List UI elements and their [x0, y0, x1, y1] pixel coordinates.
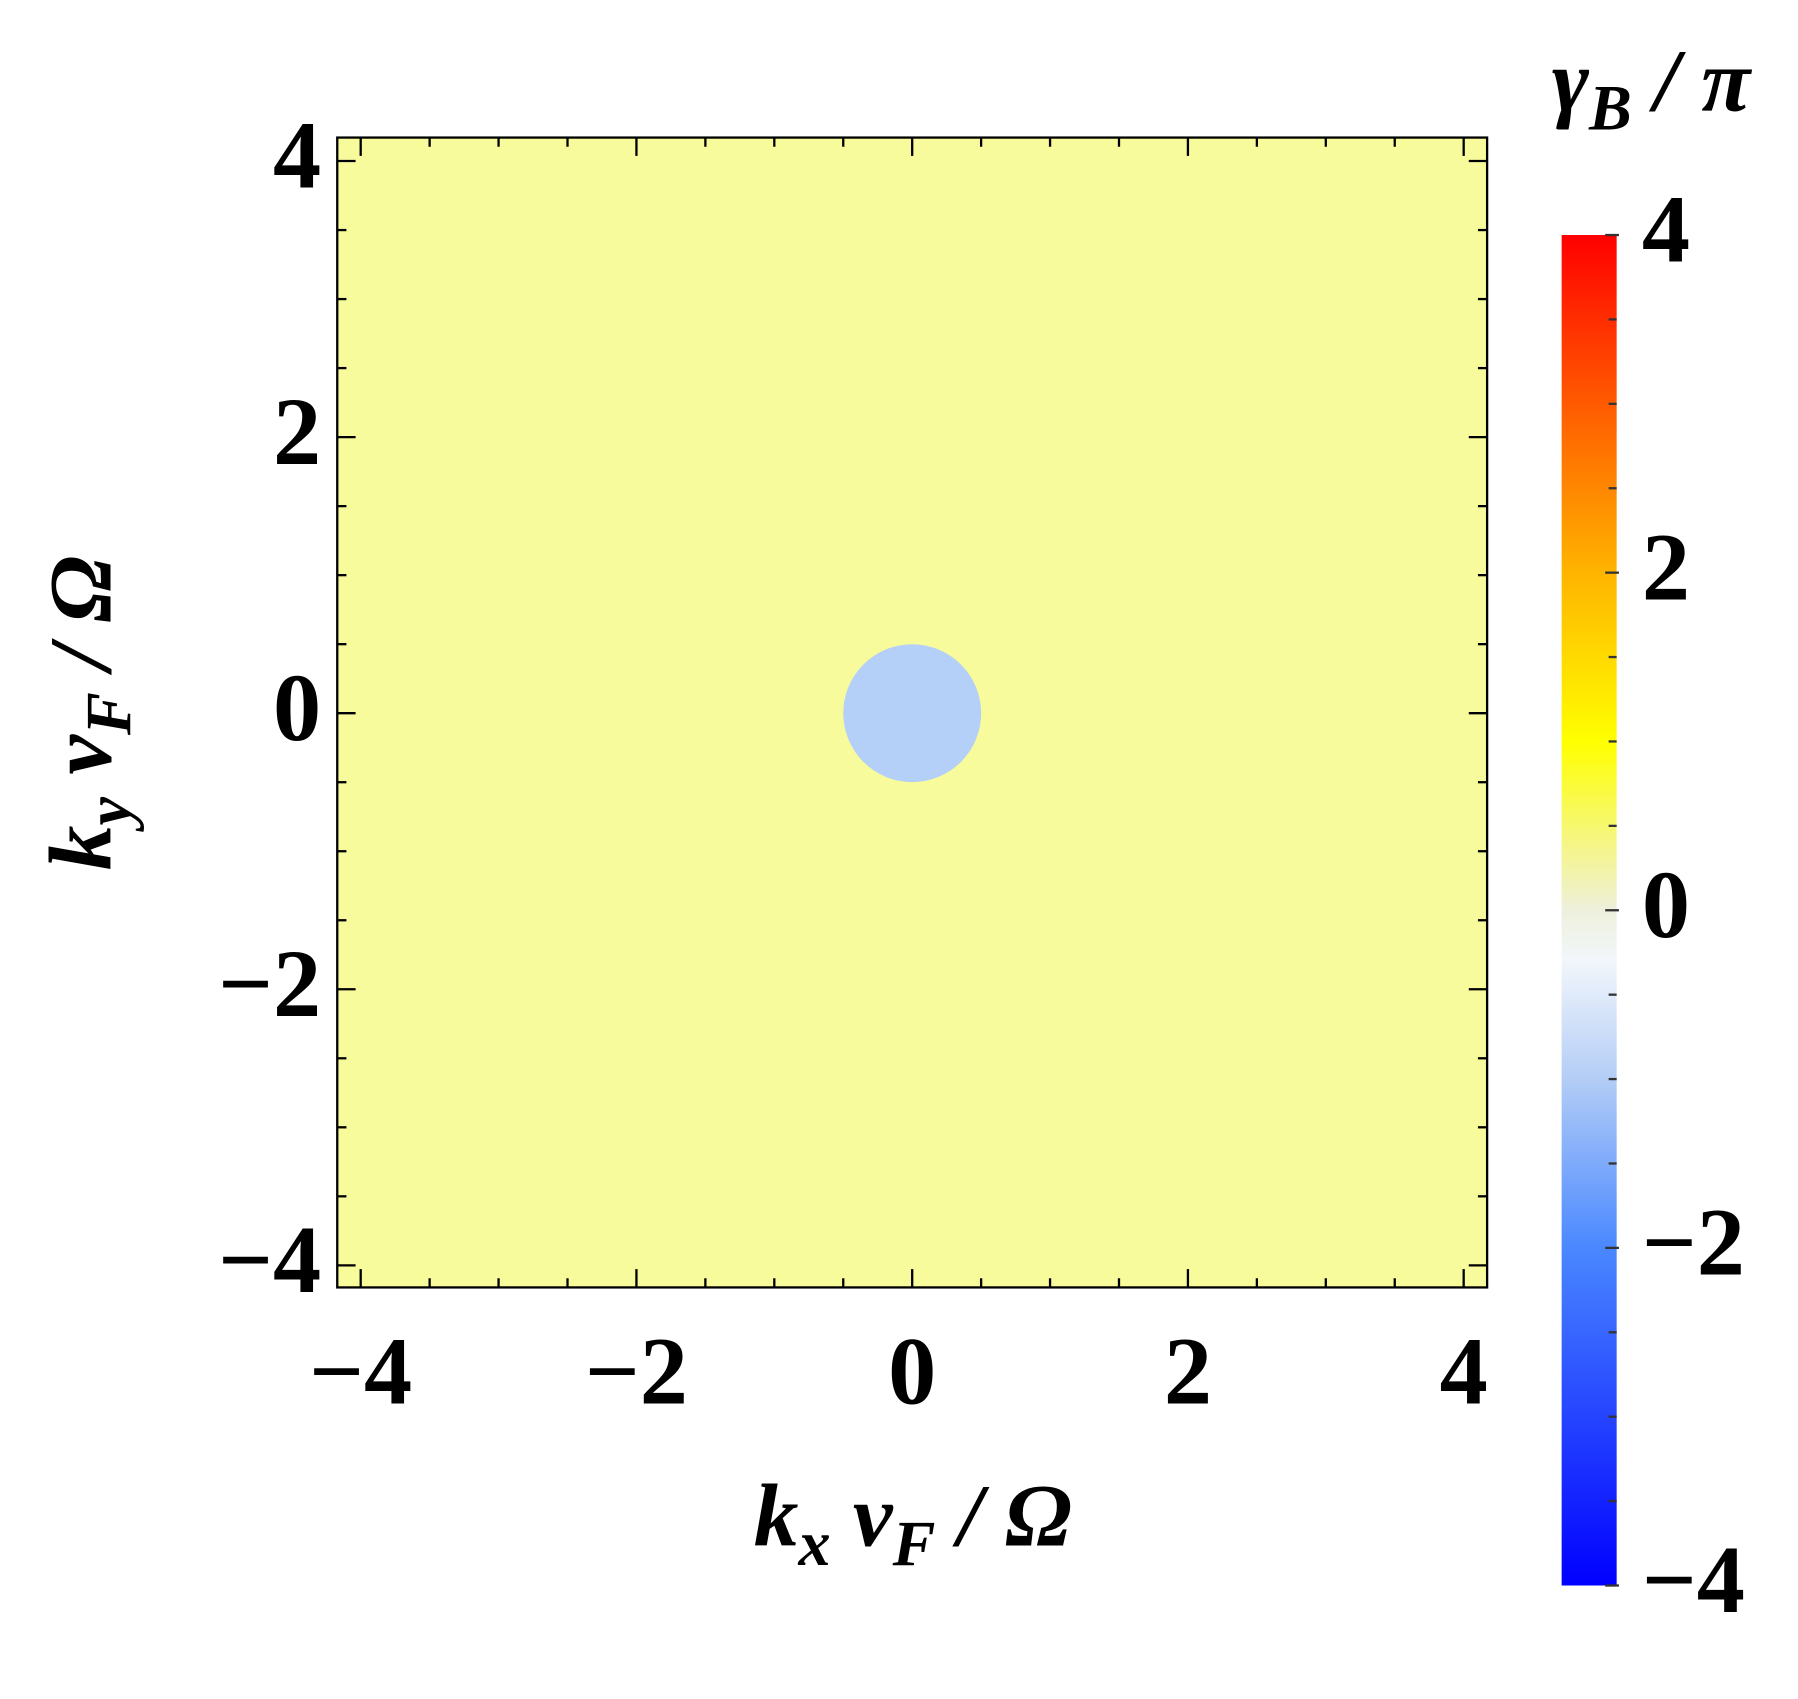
x-tick-label: −4 — [309, 1318, 412, 1425]
y-tick-label: 2 — [273, 378, 321, 485]
colorbar-tick-label: 4 — [1642, 176, 1690, 283]
y-axis-label-part: v — [31, 734, 130, 797]
colorbar-tick-label: −2 — [1642, 1189, 1745, 1296]
y-tick-label: −4 — [218, 1206, 321, 1313]
x-axis-label-part: k — [754, 1466, 799, 1565]
colorbar-label-part: B — [1588, 72, 1632, 143]
x-axis-label-part: F — [892, 1508, 936, 1579]
y-axis-label-part: k — [31, 826, 130, 871]
x-axis-label-part: x — [797, 1508, 830, 1579]
colorbar-tick-label: 2 — [1642, 513, 1690, 620]
colorbar-label-part: / π — [1632, 31, 1753, 130]
y-axis-label: ky vF / Ω — [31, 556, 143, 870]
x-axis-label: kx vF / Ω — [754, 1466, 1072, 1578]
colorbar-tick-label: 0 — [1642, 851, 1690, 958]
y-axis-label-part: F — [73, 692, 144, 736]
y-tick-label: −2 — [218, 930, 321, 1037]
x-tick-label: 2 — [1164, 1318, 1212, 1425]
y-axis-label-part: / Ω — [31, 556, 130, 692]
x-tick-label: −2 — [585, 1318, 688, 1425]
region-disc — [843, 644, 982, 783]
colorbar-tick-label: −4 — [1642, 1526, 1745, 1633]
colorbar-label-part: γ — [1552, 31, 1590, 130]
x-axis-label-part: v — [831, 1466, 894, 1565]
x-tick-label: 0 — [888, 1318, 936, 1425]
y-tick-label: 4 — [273, 102, 321, 209]
colorbar-label: γB / π — [1552, 31, 1753, 143]
x-tick-label: 4 — [1440, 1318, 1488, 1425]
x-axis-label-part: / Ω — [935, 1466, 1071, 1565]
y-tick-label: 0 — [273, 654, 321, 761]
